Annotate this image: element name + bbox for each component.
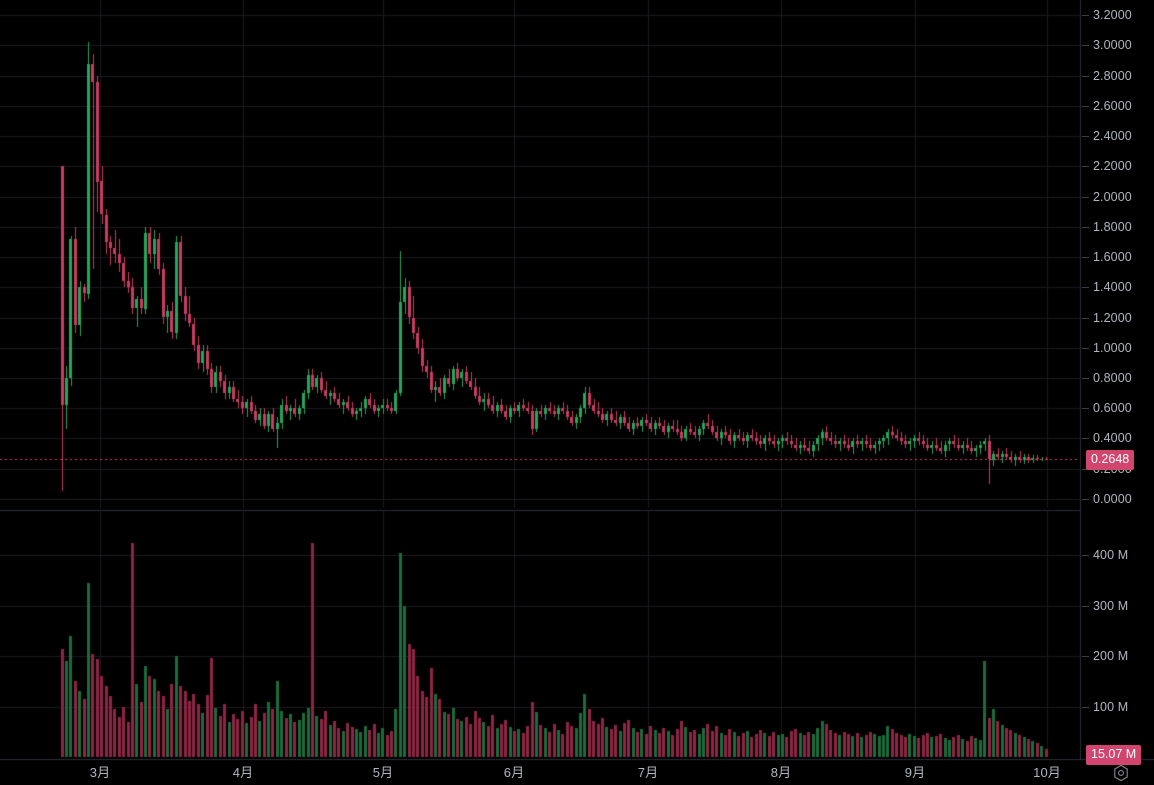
price-axis-tick-mark xyxy=(1082,438,1089,439)
price-axis-tick-mark xyxy=(1082,408,1089,409)
price-axis-tick: 0.0000 xyxy=(1093,491,1132,506)
price-axis-tick-mark xyxy=(1082,348,1089,349)
price-axis-tick: 0.8000 xyxy=(1093,370,1132,385)
price-axis-tick-mark xyxy=(1082,287,1089,288)
volume-axis-tick: 100 M xyxy=(1093,699,1129,714)
price-axis-tick-mark xyxy=(1082,166,1089,167)
price-axis-tick-mark xyxy=(1082,136,1089,137)
time-axis-tick: 8月 xyxy=(770,765,792,780)
price-axis-tick-mark xyxy=(1082,318,1089,319)
volume-axis-tick-mark xyxy=(1082,606,1089,607)
price-axis-tick: 3.2000 xyxy=(1093,8,1132,23)
last-price-badge: 0.2648 xyxy=(1086,449,1135,470)
time-axis-tick: 4月 xyxy=(232,765,254,780)
time-axis-tick: 10月 xyxy=(1033,765,1061,780)
price-axis-tick: 1.4000 xyxy=(1093,280,1132,295)
price-axis-tick-mark xyxy=(1082,499,1089,500)
price-axis-tick: 1.0000 xyxy=(1093,340,1132,355)
gear-icon[interactable] xyxy=(1111,763,1131,783)
volume-axis-tick: 200 M xyxy=(1093,649,1129,664)
price-axis-tick: 0.6000 xyxy=(1093,401,1132,416)
price-axis-tick: 2.4000 xyxy=(1093,129,1132,144)
price-axis-tick-mark xyxy=(1082,257,1089,258)
price-axis-tick-mark xyxy=(1082,469,1089,470)
volume-axis-tick-mark xyxy=(1082,656,1089,657)
price-axis-tick-mark xyxy=(1082,197,1089,198)
volume-axis-tick: 300 M xyxy=(1093,598,1129,613)
time-axis-tick: 3月 xyxy=(89,765,111,780)
price-axis-tick: 2.2000 xyxy=(1093,159,1132,174)
time-axis-tick: 6月 xyxy=(503,765,525,780)
price-axis-tick: 2.8000 xyxy=(1093,68,1132,83)
time-axis-tick: 7月 xyxy=(637,765,659,780)
price-axis-tick: 2.0000 xyxy=(1093,189,1132,204)
time-axis-tick: 9月 xyxy=(904,765,926,780)
volume-axis-tick: 400 M xyxy=(1093,548,1129,563)
price-axis-tick-mark xyxy=(1082,106,1089,107)
price-axis-tick: 1.6000 xyxy=(1093,250,1132,265)
price-axis-tick: 0.4000 xyxy=(1093,431,1132,446)
time-axis-tick: 5月 xyxy=(372,765,394,780)
price-axis-tick-mark xyxy=(1082,227,1089,228)
price-axis-tick: 1.8000 xyxy=(1093,219,1132,234)
volume-axis-tick-mark xyxy=(1082,555,1089,556)
volume-axis-tick-mark xyxy=(1082,707,1089,708)
price-axis-tick-mark xyxy=(1082,45,1089,46)
price-axis-tick-mark xyxy=(1082,76,1089,77)
price-axis-tick-mark xyxy=(1082,378,1089,379)
price-axis-tick: 2.6000 xyxy=(1093,98,1132,113)
price-axis-tick: 1.2000 xyxy=(1093,310,1132,325)
price-axis-tick: 3.0000 xyxy=(1093,38,1132,53)
price-axis-tick-mark xyxy=(1082,15,1089,16)
last-volume-badge: 15.07 M xyxy=(1086,745,1142,765)
